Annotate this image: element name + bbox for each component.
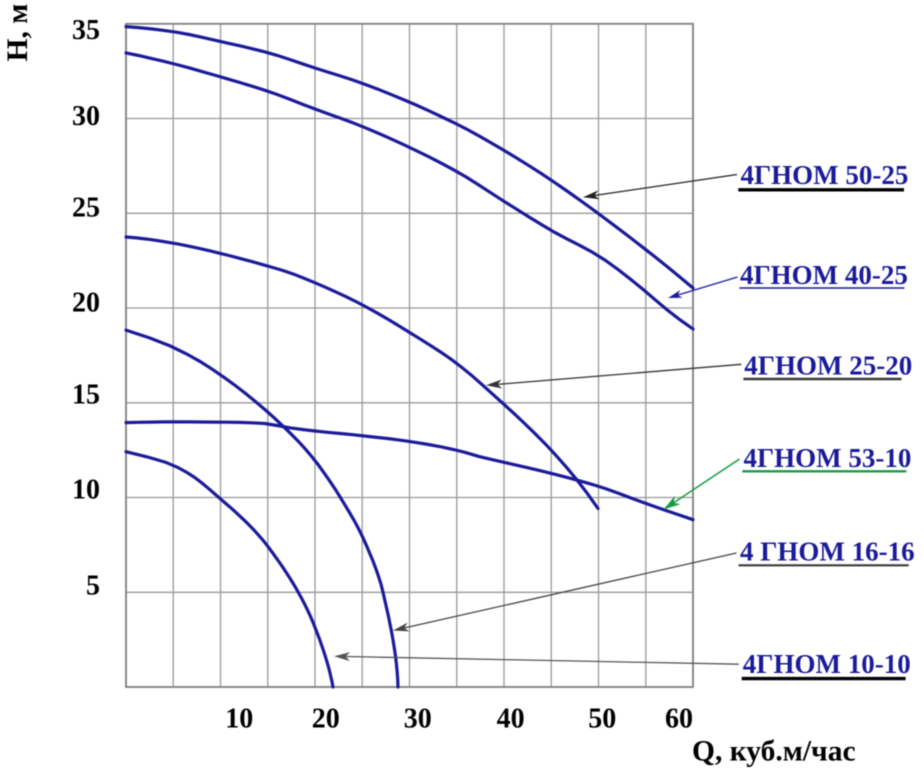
svg-text:60: 60 xyxy=(665,704,693,735)
svg-text:25: 25 xyxy=(72,192,100,223)
svg-text:20: 20 xyxy=(312,704,340,735)
svg-text:20: 20 xyxy=(72,288,100,319)
svg-text:10: 10 xyxy=(72,474,100,505)
svg-text:10: 10 xyxy=(225,704,253,735)
svg-text:4 ГНОМ 16-16: 4 ГНОМ 16-16 xyxy=(740,537,915,567)
svg-text:5: 5 xyxy=(86,571,100,602)
svg-text:40: 40 xyxy=(497,704,525,735)
svg-text:4ГНОМ 40-25: 4ГНОМ 40-25 xyxy=(740,260,908,290)
svg-text:4ГНОМ 25-20: 4ГНОМ 25-20 xyxy=(744,350,912,380)
svg-text:4ГНОМ 10-10: 4ГНОМ 10-10 xyxy=(743,649,911,679)
svg-text:Н, м: Н, м xyxy=(2,4,34,62)
svg-text:30: 30 xyxy=(72,101,100,132)
svg-text:50: 50 xyxy=(588,704,616,735)
svg-text:30: 30 xyxy=(404,704,432,735)
svg-text:4ГНОМ 53-10: 4ГНОМ 53-10 xyxy=(744,443,912,473)
svg-text:35: 35 xyxy=(72,15,100,46)
svg-text:15: 15 xyxy=(72,380,100,411)
svg-text:Q, куб.м/час: Q, куб.м/час xyxy=(692,736,856,768)
svg-text:4ГНОМ 50-25: 4ГНОМ 50-25 xyxy=(741,160,909,190)
